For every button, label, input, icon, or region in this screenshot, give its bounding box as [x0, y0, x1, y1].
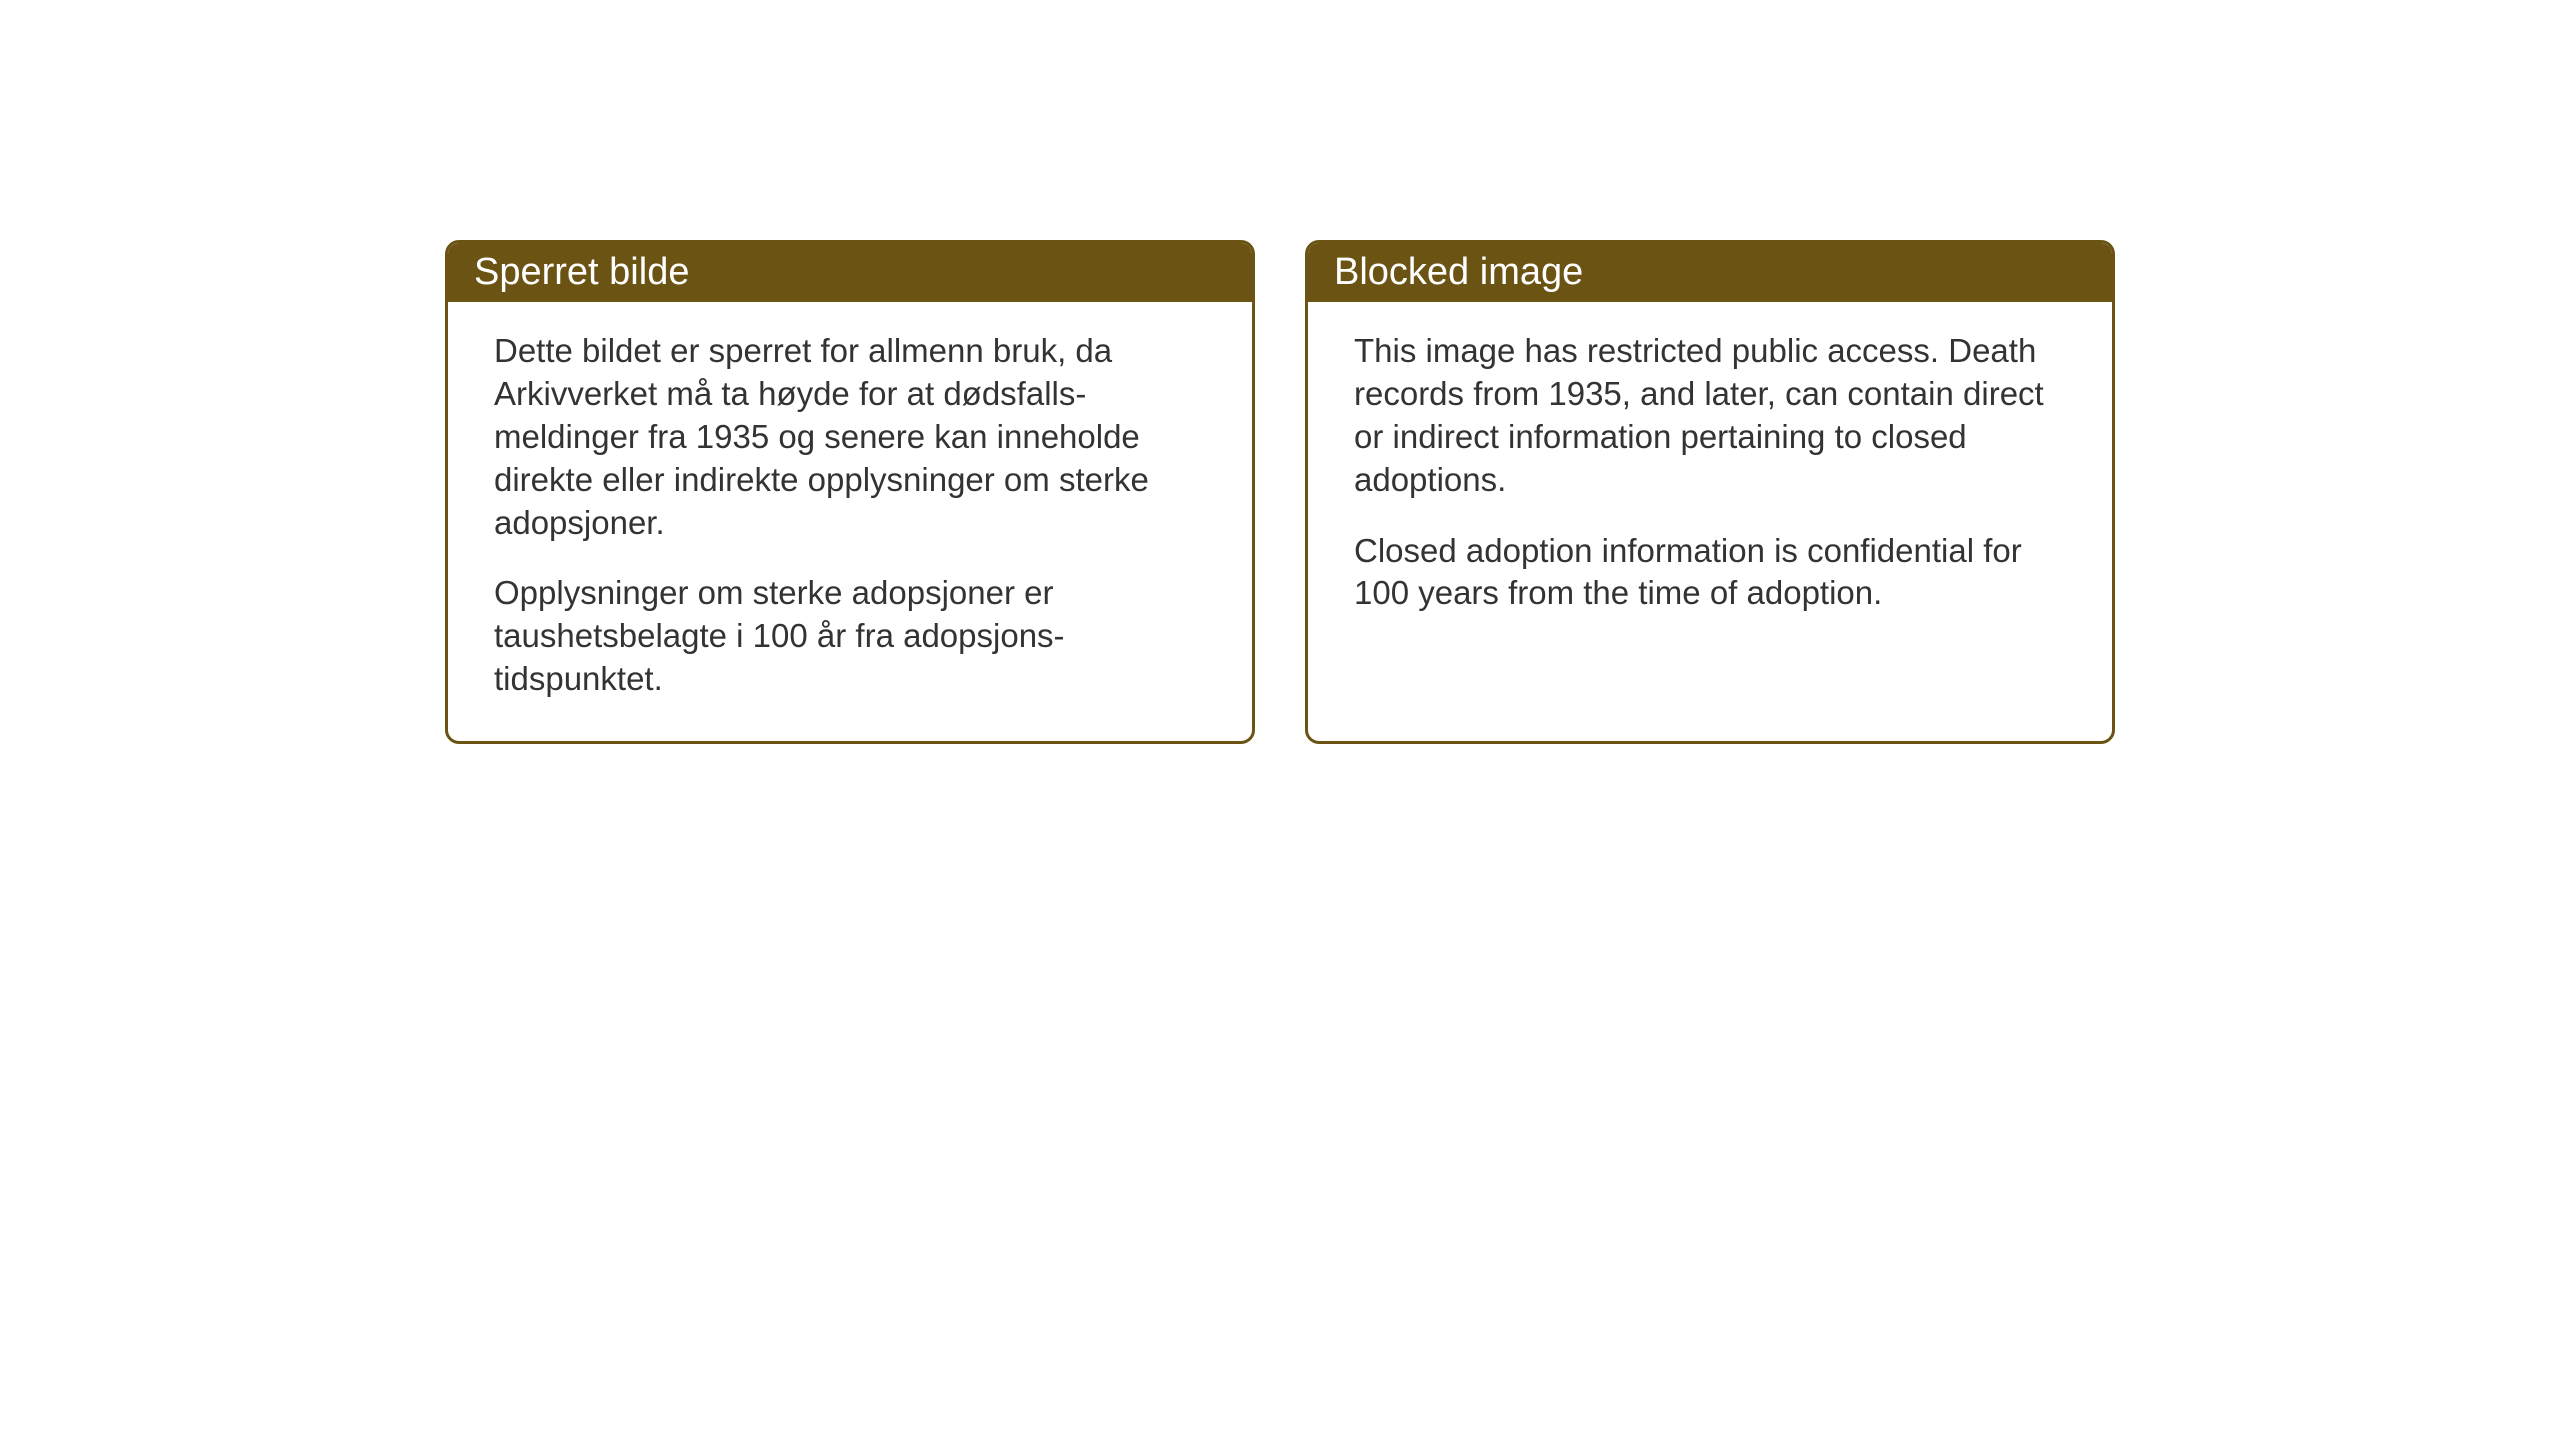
english-card: Blocked image This image has restricted … — [1305, 240, 2115, 744]
english-paragraph-2: Closed adoption information is confident… — [1354, 530, 2066, 616]
english-card-header: Blocked image — [1308, 243, 2112, 302]
norwegian-card: Sperret bilde Dette bildet er sperret fo… — [445, 240, 1255, 744]
norwegian-card-body: Dette bildet er sperret for allmenn bruk… — [448, 302, 1252, 741]
cards-container: Sperret bilde Dette bildet er sperret fo… — [0, 0, 2560, 744]
norwegian-paragraph-1: Dette bildet er sperret for allmenn bruk… — [494, 330, 1206, 544]
english-paragraph-1: This image has restricted public access.… — [1354, 330, 2066, 502]
norwegian-paragraph-2: Opplysninger om sterke adopsjoner er tau… — [494, 572, 1206, 701]
norwegian-card-header: Sperret bilde — [448, 243, 1252, 302]
english-card-body: This image has restricted public access.… — [1308, 302, 2112, 655]
